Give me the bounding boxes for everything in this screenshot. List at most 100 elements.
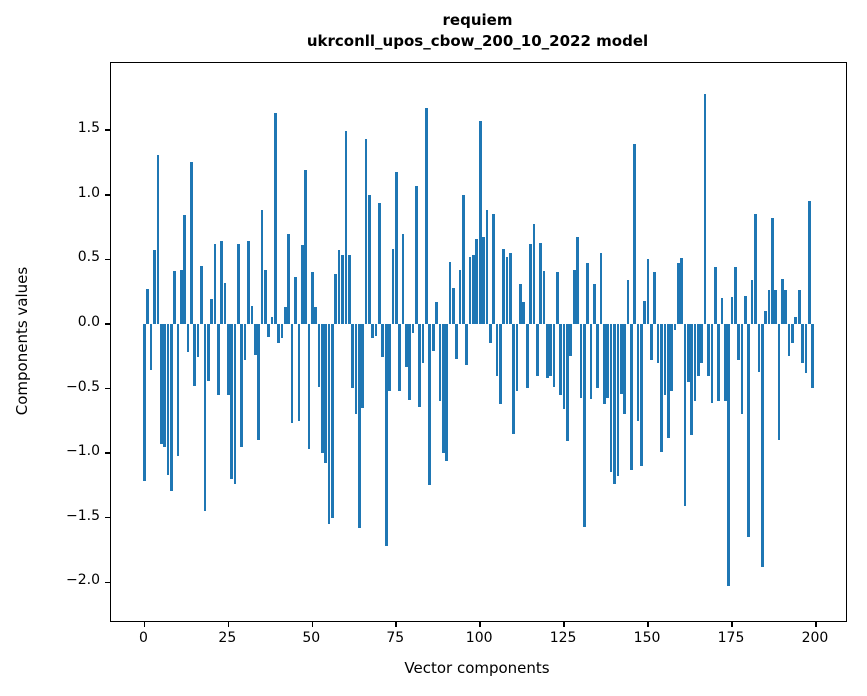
bar [797, 290, 801, 324]
bar [156, 154, 160, 324]
bar [777, 323, 781, 441]
x-tick-label: 25 [218, 630, 237, 646]
y-tick-mark [105, 387, 111, 390]
bar [196, 323, 200, 358]
y-tick-mark [105, 129, 111, 131]
bar [593, 283, 596, 324]
bar [190, 162, 193, 324]
x-axis-label: Vector components [404, 659, 550, 677]
bar [441, 323, 445, 454]
bar [807, 201, 811, 324]
x-tick-mark [395, 621, 397, 627]
y-axis-label: Components values [13, 266, 31, 416]
bar [498, 323, 502, 404]
bar [163, 323, 166, 447]
bar [616, 323, 620, 477]
bar [740, 323, 744, 415]
bar [539, 242, 542, 324]
x-tick-mark [815, 621, 817, 627]
bar [253, 323, 257, 355]
chart-title: requiem [442, 11, 513, 29]
bar [180, 269, 183, 324]
bar [294, 277, 297, 324]
y-tick-mark [105, 323, 111, 325]
bar [670, 323, 673, 392]
bar [418, 323, 422, 407]
bar [304, 170, 307, 324]
bar [522, 301, 526, 324]
bar [713, 267, 717, 324]
bar [723, 323, 727, 402]
bar [227, 323, 230, 395]
bar [781, 278, 784, 324]
y-tick-mark [105, 194, 111, 196]
bar [804, 323, 808, 373]
bar [482, 237, 485, 324]
bar [747, 323, 751, 538]
bar [361, 323, 364, 408]
bar [791, 323, 794, 344]
bar [310, 272, 314, 324]
bar [488, 323, 492, 344]
bar [394, 171, 398, 324]
bar [629, 323, 633, 470]
y-tick-label: 1.0 [77, 184, 100, 201]
bar [388, 323, 391, 392]
bar [247, 241, 250, 324]
bar [183, 215, 187, 324]
bar [572, 269, 576, 324]
bar [589, 323, 593, 399]
bar [357, 323, 361, 528]
bar [663, 323, 667, 395]
bar [666, 323, 670, 438]
bar [263, 269, 267, 324]
bar [297, 323, 301, 421]
bar [425, 108, 428, 324]
bar [290, 323, 294, 424]
bar [458, 269, 462, 324]
bar [774, 290, 777, 324]
y-tick-label: 1.5 [77, 120, 100, 137]
bar [720, 298, 724, 324]
bar [324, 323, 328, 464]
chart-title-block: requiem ukrconll_upos_cbow_200_10_2022 m… [110, 10, 845, 52]
chart-subtitle: ukrconll_upos_cbow_200_10_2022 model [306, 32, 649, 50]
bar [200, 265, 203, 324]
y-tick-mark [105, 516, 111, 519]
bar [646, 259, 650, 324]
bar [619, 323, 623, 394]
bar [216, 323, 220, 395]
bar [660, 323, 663, 452]
bar [552, 323, 556, 388]
y-tick-label: −1.5 [66, 507, 100, 524]
bar [287, 233, 291, 324]
y-tick-mark [105, 258, 111, 261]
bar [415, 185, 418, 324]
bar [643, 300, 647, 324]
bar [613, 323, 616, 485]
bar [529, 243, 532, 324]
bar [203, 323, 207, 512]
bar [767, 290, 771, 324]
bar [492, 214, 495, 324]
y-tick-mark [105, 581, 111, 583]
bar [811, 323, 814, 389]
bar [502, 249, 506, 324]
bar [730, 296, 734, 324]
x-tick-label: 125 [549, 630, 577, 646]
x-tick-mark [227, 621, 230, 627]
bar [398, 323, 401, 392]
bar [640, 323, 643, 466]
bar [794, 317, 798, 324]
bar [770, 218, 774, 324]
bar [401, 233, 405, 324]
bar [274, 113, 277, 324]
bar [381, 323, 385, 358]
bar [515, 323, 519, 392]
bar [744, 295, 747, 324]
bar [351, 323, 354, 389]
bar [384, 323, 388, 547]
bar [650, 323, 653, 361]
x-tick-mark [563, 621, 565, 627]
bar [586, 263, 589, 324]
